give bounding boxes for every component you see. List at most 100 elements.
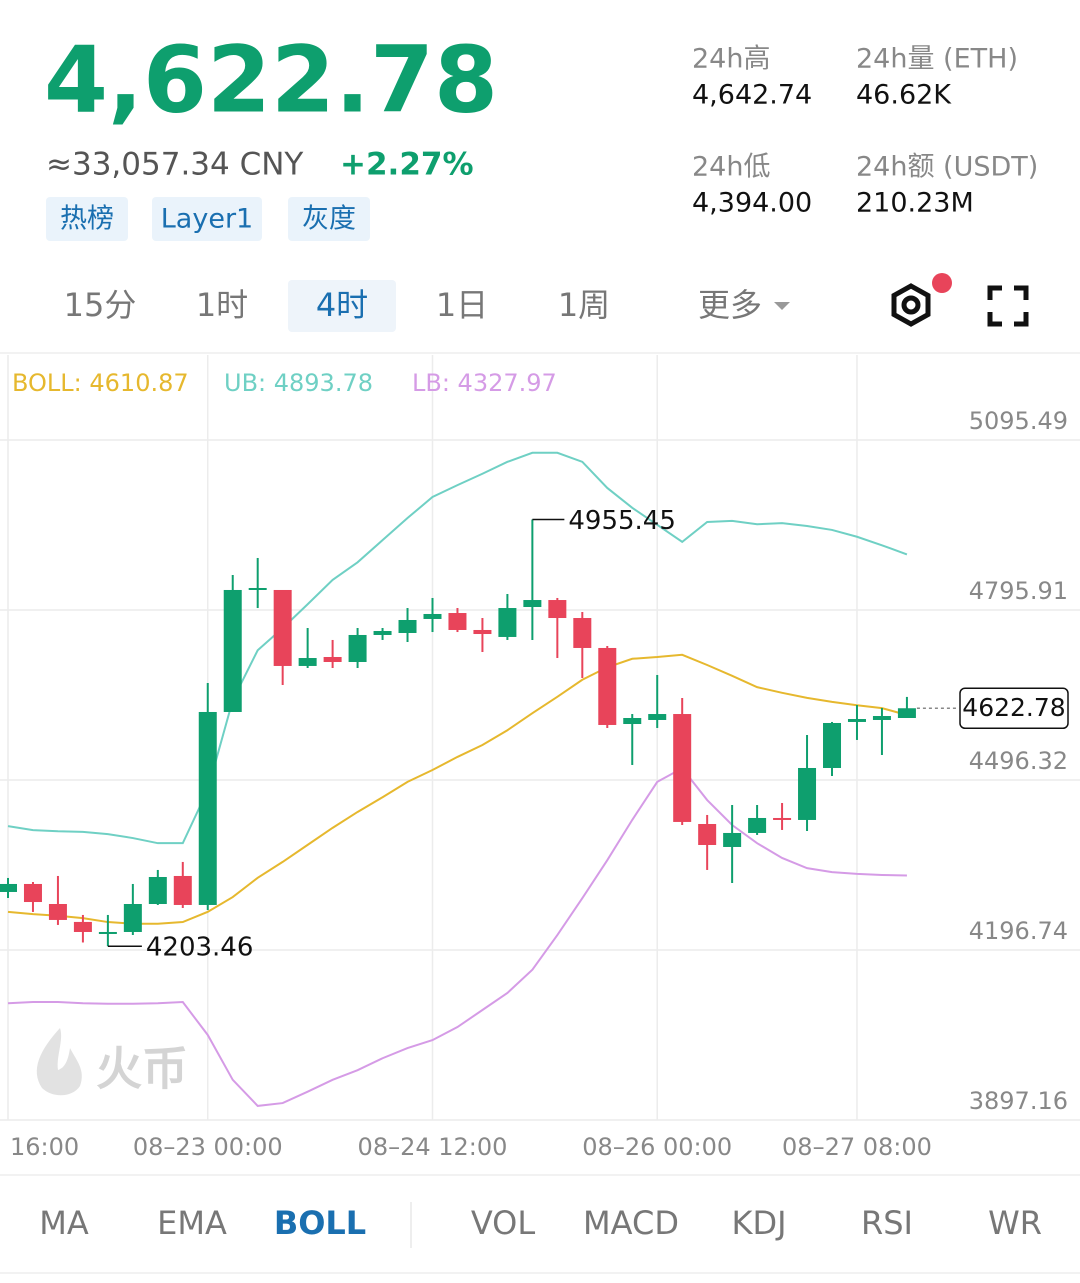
y-tick-label: 4196.74	[969, 917, 1068, 945]
x-tick-label: 08–23 00:00	[133, 1133, 283, 1161]
candle-body	[872, 716, 891, 720]
interval-tab[interactable]: 4时	[316, 286, 368, 324]
x-tick-label: 08–27 08:00	[782, 1133, 932, 1161]
candle-body	[823, 722, 842, 768]
y-tick-label: 5095.49	[969, 407, 1068, 435]
last-price-box	[959, 687, 1069, 729]
stat-value: 210.23M	[856, 188, 974, 219]
stat-label: 24h高	[692, 44, 770, 75]
candle-body	[398, 619, 417, 633]
candle-body	[698, 823, 717, 845]
y-tick-label: 4795.91	[969, 577, 1068, 605]
candle-body	[248, 587, 267, 590]
x-tick-label: 08–26 00:00	[582, 1133, 732, 1161]
badge	[932, 273, 952, 293]
flame	[36, 1028, 82, 1096]
hexagon	[891, 283, 931, 327]
tab-selected-bg	[288, 280, 396, 332]
candle-body	[348, 634, 367, 662]
candle-body	[273, 589, 292, 666]
legend-entry: BOLL: 4610.87	[12, 369, 189, 397]
indicator-tab[interactable]: KDJ	[731, 1204, 786, 1242]
candle-body	[373, 631, 392, 635]
low-label: 4203.46	[146, 933, 254, 963]
fullscreen-icon[interactable]	[987, 285, 1029, 327]
tag-bg	[152, 197, 262, 241]
boll-line	[7, 653, 908, 925]
stat-value: 4,394.00	[692, 188, 812, 219]
candle-body	[48, 904, 67, 920]
candle-body	[673, 714, 692, 822]
indicator-tab[interactable]: WR	[988, 1204, 1042, 1242]
indicator-tab[interactable]: EMA	[157, 1204, 227, 1242]
stat-label: 24h量 (ETH)	[856, 44, 1018, 75]
candle-body	[198, 711, 217, 905]
interval-tab[interactable]: 更多	[698, 286, 762, 324]
y-tick-label: 3897.16	[969, 1087, 1068, 1115]
legend-entry: UB: 4893.78	[224, 369, 373, 397]
dropdown-arrow	[774, 302, 790, 310]
candle-body	[573, 618, 592, 648]
candle-body	[448, 613, 467, 630]
candle-body	[598, 647, 617, 725]
boll-line	[7, 766, 907, 1107]
stat-value: 4,642.74	[692, 80, 812, 111]
candle-body	[748, 817, 767, 833]
candle-body	[498, 608, 517, 637]
candle-body	[623, 717, 642, 725]
watermark: 火币	[36, 1028, 188, 1096]
boll-line	[7, 451, 908, 845]
candle-body	[648, 714, 667, 720]
cny-price: ≈33,057.34 CNY	[46, 147, 303, 183]
hole	[901, 295, 921, 315]
candle-body	[897, 708, 916, 718]
tag: 灰度	[302, 204, 356, 235]
candle-body	[847, 719, 866, 722]
last-price: 4,622.78	[44, 26, 498, 133]
candle-body	[773, 817, 792, 820]
candle-body	[0, 883, 17, 892]
interval-tab[interactable]: 1时	[196, 286, 248, 324]
candle-body	[548, 600, 567, 619]
tag: Layer1	[161, 204, 253, 235]
candle-body	[723, 832, 742, 847]
watermark-text: 火币	[96, 1042, 188, 1096]
candle-body	[98, 931, 117, 934]
y-tick-label: 4496.32	[969, 747, 1068, 775]
candle-body	[223, 589, 242, 712]
candle-body	[23, 883, 42, 903]
tag-bg	[46, 197, 128, 241]
stat-value: 46.62K	[856, 80, 952, 111]
candle-body	[423, 613, 442, 619]
candle-body	[73, 921, 92, 932]
candle-body	[123, 904, 142, 932]
x-tick-label: 08–24 12:00	[358, 1133, 508, 1161]
corners	[987, 285, 1029, 327]
legend-entry: LB: 4327.97	[412, 369, 557, 397]
candle-body	[473, 629, 492, 635]
candle-body	[798, 767, 817, 820]
indicator-tab[interactable]: BOLL	[274, 1204, 366, 1242]
indicator-tab[interactable]: MA	[39, 1204, 89, 1242]
chart: 5095.49 4795.91 4496.32 4196.74 3897.16 16:00…	[0, 355, 1080, 1161]
indicator-tab[interactable]: VOL	[471, 1204, 536, 1242]
stat-label: 24h低	[692, 152, 770, 183]
interval-tab[interactable]: 1周	[558, 286, 610, 324]
indicator-tab[interactable]: MACD	[583, 1204, 679, 1242]
stat-label: 24h额 (USDT)	[856, 152, 1038, 183]
candle-body	[148, 876, 167, 905]
indicator-tab[interactable]: RSI	[861, 1204, 913, 1242]
candle-body	[298, 658, 317, 666]
high-label: 4955.45	[568, 506, 676, 536]
change: +2.27%	[340, 147, 474, 183]
tag-bg	[288, 197, 370, 241]
settings-icon[interactable]	[891, 273, 952, 327]
x-tick-label: 16:00	[10, 1133, 79, 1161]
candle-body	[323, 656, 342, 662]
tag: 热榜	[60, 204, 114, 235]
interval-tab[interactable]: 15分	[64, 286, 137, 324]
last-price-label: 4622.78	[962, 693, 1065, 722]
interval-tab[interactable]: 1日	[436, 286, 488, 324]
